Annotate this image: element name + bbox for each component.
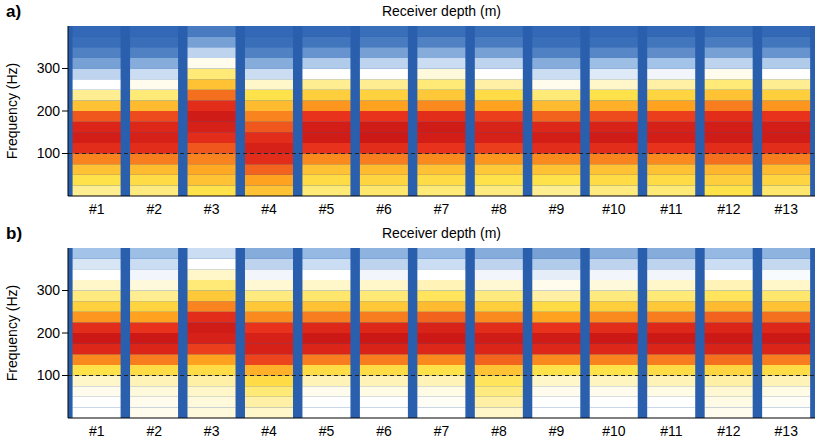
svg-text:#1: #1 bbox=[89, 423, 105, 439]
svg-text:100: 100 bbox=[37, 367, 61, 383]
svg-text:#6: #6 bbox=[376, 423, 392, 439]
svg-text:#10: #10 bbox=[602, 423, 626, 439]
html-text:Receiver depth (m): Receiver depth (m) bbox=[382, 225, 501, 241]
svg-text:#1: #1 bbox=[89, 201, 105, 217]
svg-text:100: 100 bbox=[37, 145, 61, 161]
svg-text:#5: #5 bbox=[319, 423, 335, 439]
svg-text:#3: #3 bbox=[204, 423, 220, 439]
svg-text:#12: #12 bbox=[717, 423, 741, 439]
svg-text:Frequency (Hz): Frequency (Hz) bbox=[4, 285, 20, 381]
svg-text:#6: #6 bbox=[376, 201, 392, 217]
svg-text:#12: #12 bbox=[717, 201, 741, 217]
svg-text:#5: #5 bbox=[319, 201, 335, 217]
svg-text:#13: #13 bbox=[775, 423, 799, 439]
svg-text:#11: #11 bbox=[660, 201, 683, 217]
svg-text:300: 300 bbox=[37, 60, 61, 76]
html-text:b): b) bbox=[6, 224, 22, 243]
svg-text:#2: #2 bbox=[146, 423, 162, 439]
svg-text:200: 200 bbox=[37, 325, 61, 341]
svg-text:#9: #9 bbox=[549, 201, 565, 217]
svg-text:#10: #10 bbox=[602, 201, 626, 217]
svg-text:#2: #2 bbox=[146, 201, 162, 217]
svg-text:#13: #13 bbox=[775, 201, 799, 217]
svg-text:#11: #11 bbox=[660, 423, 683, 439]
svg-text:#7: #7 bbox=[434, 423, 450, 439]
svg-text:300: 300 bbox=[37, 282, 61, 298]
svg-text:#4: #4 bbox=[261, 201, 277, 217]
svg-text:#3: #3 bbox=[204, 201, 220, 217]
svg-text:#8: #8 bbox=[491, 201, 507, 217]
svg-text:#7: #7 bbox=[434, 201, 450, 217]
svg-text:200: 200 bbox=[37, 103, 61, 119]
svg-text:#9: #9 bbox=[549, 423, 565, 439]
svg-text:Frequency (Hz): Frequency (Hz) bbox=[4, 63, 20, 159]
svg-text:#4: #4 bbox=[261, 423, 277, 439]
html-text:a): a) bbox=[6, 2, 22, 21]
svg-text:#8: #8 bbox=[491, 423, 507, 439]
html-text:Receiver depth (m): Receiver depth (m) bbox=[382, 3, 501, 19]
